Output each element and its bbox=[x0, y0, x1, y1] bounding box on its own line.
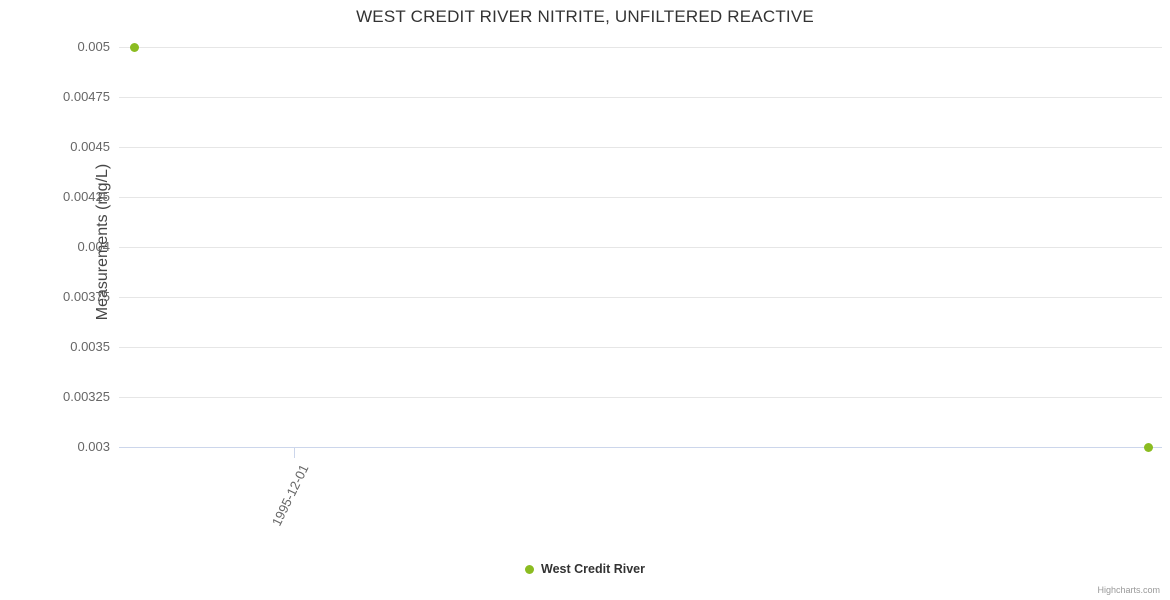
y-axis-tick-label: 0.0045 bbox=[70, 139, 110, 154]
y-axis-labels: 0.005 0.00475 0.0045 0.00425 0.004 0.00375 0.0… bbox=[0, 0, 110, 600]
chart-legend: West Credit River bbox=[0, 562, 1170, 576]
data-point[interactable] bbox=[129, 42, 139, 52]
gridline bbox=[119, 347, 1162, 348]
gridline bbox=[119, 247, 1162, 248]
y-axis-tick-label: 0.005 bbox=[77, 39, 110, 54]
data-point[interactable] bbox=[1143, 442, 1153, 452]
gridline bbox=[119, 147, 1162, 148]
legend-marker-icon bbox=[525, 564, 535, 574]
highcharts-credits-link[interactable]: Highcharts.com bbox=[1097, 585, 1160, 595]
y-axis-tick-label: 0.004 bbox=[77, 239, 110, 254]
y-axis-tick-label: 0.00475 bbox=[63, 89, 110, 104]
y-axis-tick-label: 0.00375 bbox=[63, 289, 110, 304]
gridline bbox=[119, 47, 1162, 48]
gridline bbox=[119, 297, 1162, 298]
legend-item-label: West Credit River bbox=[541, 562, 645, 576]
x-axis-tick-mark bbox=[294, 448, 295, 458]
y-axis-tick-label: 0.00325 bbox=[63, 389, 110, 404]
x-axis-line bbox=[119, 447, 1162, 448]
y-axis-tick-label: 0.003 bbox=[77, 439, 110, 454]
legend-item-west-credit-river[interactable]: West Credit River bbox=[525, 562, 645, 576]
chart-title: WEST CREDIT RIVER NITRITE, UNFILTERED RE… bbox=[356, 7, 814, 26]
gridline bbox=[119, 197, 1162, 198]
gridline bbox=[119, 97, 1162, 98]
gridline bbox=[119, 397, 1162, 398]
y-axis-tick-label: 0.00425 bbox=[63, 189, 110, 204]
y-axis-tick-label: 0.0035 bbox=[70, 339, 110, 354]
plot-area bbox=[119, 47, 1162, 447]
